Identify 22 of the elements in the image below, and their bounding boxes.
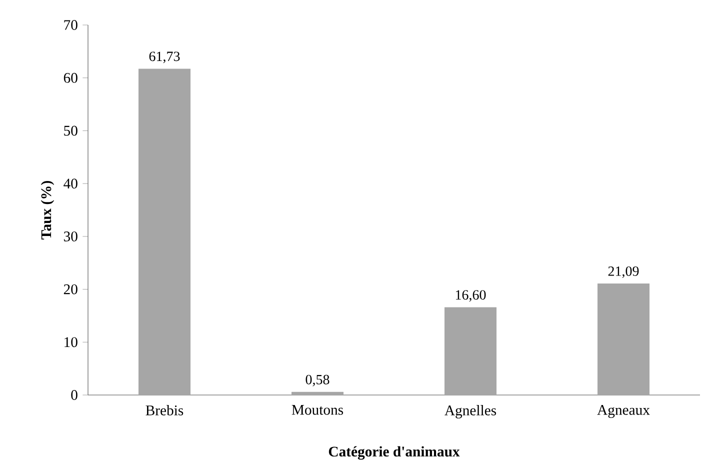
data-label: 61,73 [149,52,180,64]
y-tick-label: 60 [64,72,78,83]
y-tick-label: 40 [64,178,78,189]
y-tick-label: 70 [64,20,78,30]
y-tick-label: 50 [64,126,78,136]
bar [597,284,650,395]
x-tick-label: Agnelles [444,405,496,418]
data-label: 16,60 [456,290,486,302]
y-tick-label: 20 [64,284,78,294]
data-label: 21,09 [608,266,639,278]
bar [444,307,497,395]
x-axis-title: Catégorie d'animaux [328,446,460,460]
data-label: 0,58 [306,374,330,386]
bar [291,392,344,395]
y-axis-title: Taux (%) [40,180,54,240]
x-tick-label: Moutons [292,405,344,415]
y-tick-label: 30 [64,231,78,242]
y-tick-label: 10 [64,337,78,348]
x-tick-label: Agneaux [597,405,650,418]
x-tick-label: Brebis [146,405,184,416]
y-tick-label: 0 [71,390,78,400]
bar [138,68,191,395]
